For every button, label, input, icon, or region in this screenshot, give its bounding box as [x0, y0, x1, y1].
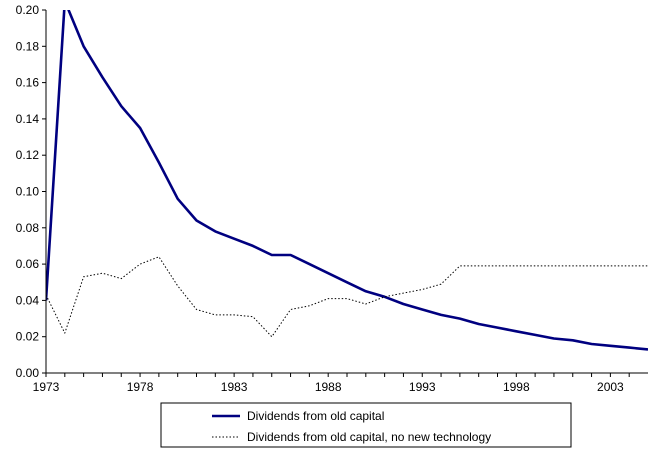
x-tick-label: 1988 — [315, 380, 342, 394]
x-tick-label: 1998 — [503, 380, 530, 394]
y-tick-label: 0.20 — [16, 3, 40, 17]
x-tick-label: 2003 — [597, 380, 624, 394]
legend: Dividends from old capital Dividends fro… — [160, 402, 572, 448]
y-tick-label: 0.08 — [16, 221, 40, 235]
legend-box — [160, 402, 572, 448]
y-tick-label: 0.16 — [16, 76, 40, 90]
y-tick-label: 0.18 — [16, 39, 40, 53]
x-axis-ticks: 1973 1978 1983 1988 1993 1998 2003 — [33, 373, 630, 394]
plot-lines — [46, 10, 648, 351]
legend-label-no-new-technology: Dividends from old capital, no new techn… — [247, 430, 491, 444]
legend-label-old-capital: Dividends from old capital — [247, 409, 384, 423]
y-tick-label: 0.14 — [16, 112, 40, 126]
x-tick-label: 1993 — [409, 380, 436, 394]
y-tick-label: 0.02 — [16, 330, 40, 344]
y-tick-label: 0.10 — [16, 185, 40, 199]
x-tick-label: 1978 — [127, 380, 154, 394]
y-tick-label: 0.00 — [16, 366, 40, 380]
series-line-old-capital — [46, 10, 648, 351]
y-axis-ticks: 0.00 0.02 0.04 0.06 0.08 0.10 0.12 0.14 0.16 0.18… — [16, 3, 46, 380]
axes — [45, 10, 648, 374]
y-tick-label: 0.12 — [16, 148, 40, 162]
y-tick-label: 0.06 — [16, 257, 40, 271]
x-tick-label: 1983 — [221, 380, 248, 394]
x-tick-label: 1973 — [33, 380, 60, 394]
y-tick-label: 0.04 — [16, 293, 40, 307]
series-line-no-new-technology — [46, 256, 648, 338]
